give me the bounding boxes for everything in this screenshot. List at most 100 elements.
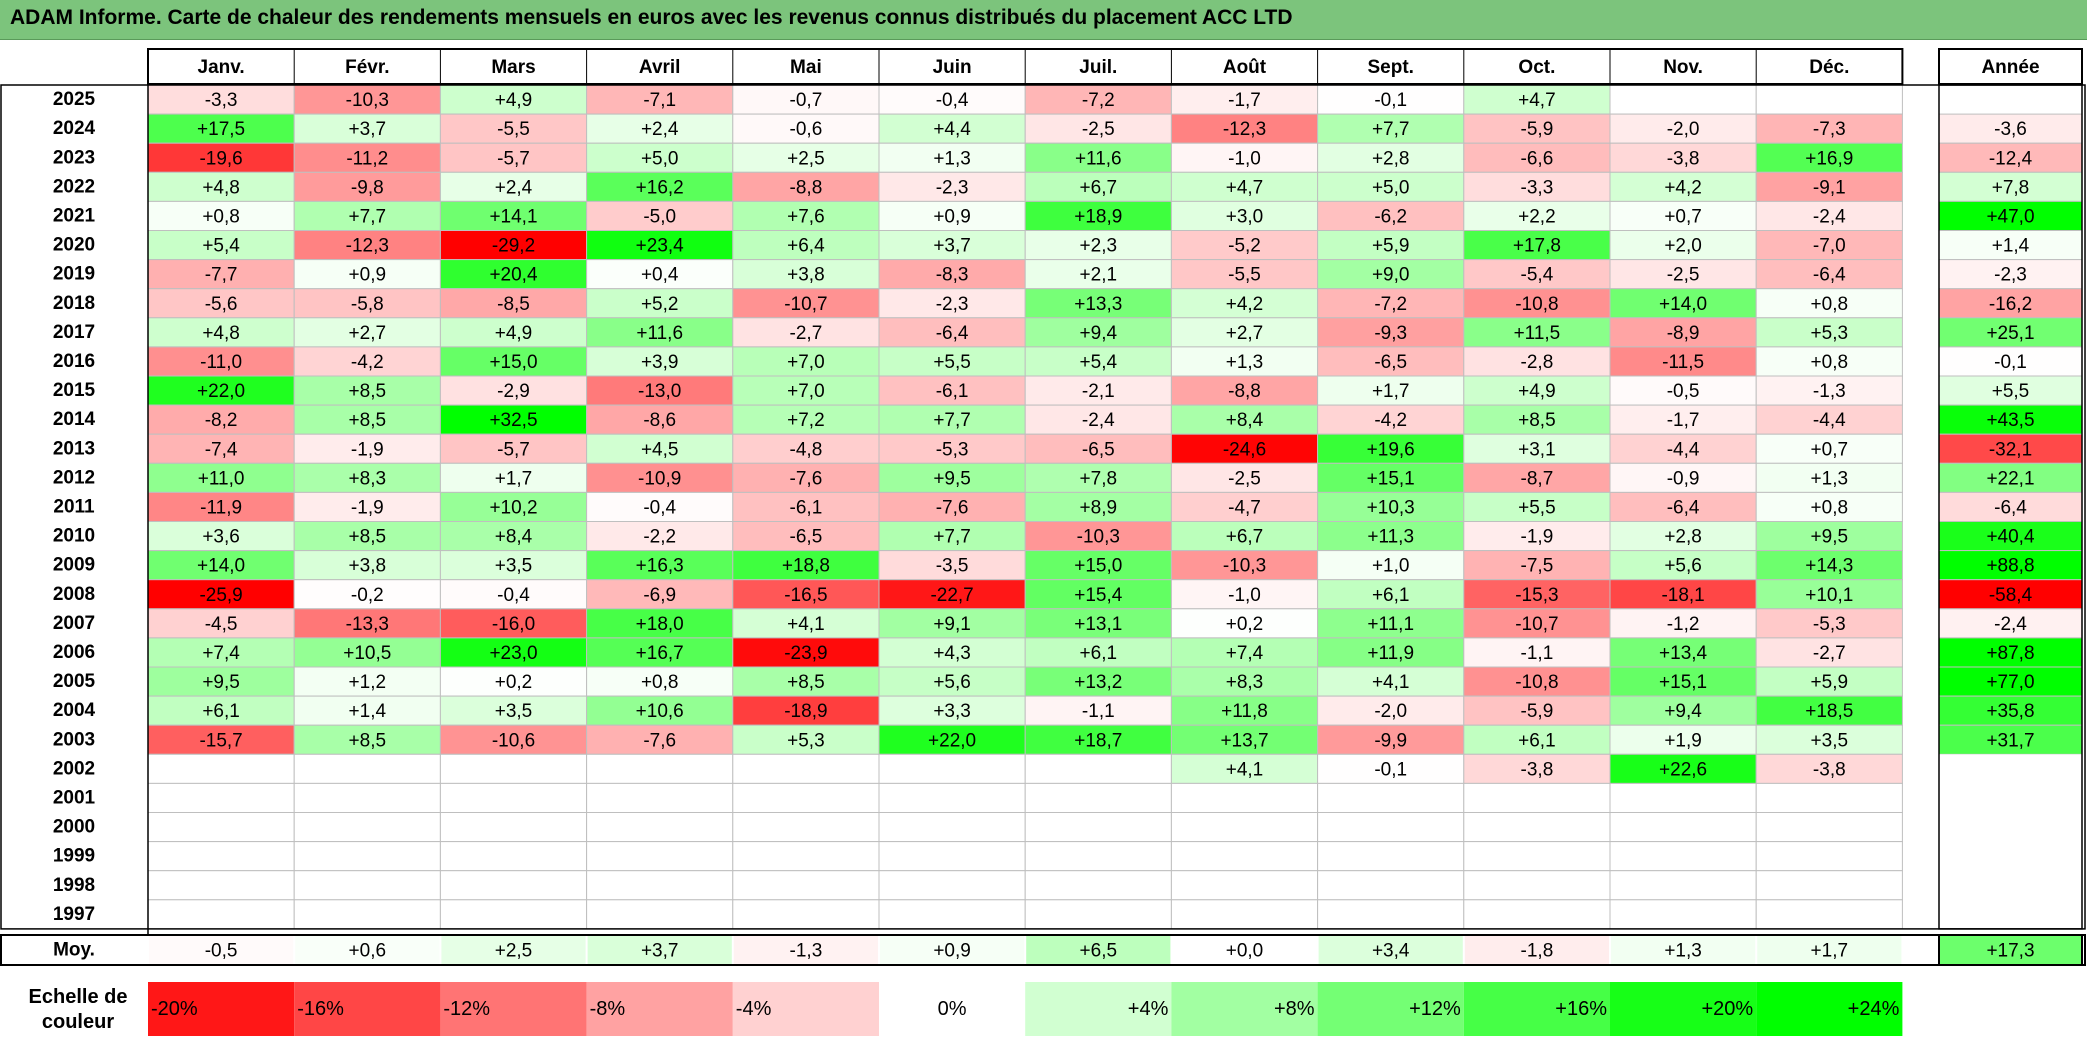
- cell-value: -11,2: [346, 148, 388, 169]
- heatmap-cell: [1024, 870, 1172, 901]
- heatmap-cell: [293, 666, 441, 697]
- heatmap-cell: [439, 637, 588, 668]
- heatmap-cell: [878, 724, 1026, 755]
- cell-value: +6,7: [1080, 177, 1118, 198]
- cell-value: +7,6: [787, 206, 825, 227]
- cell-value: +0,2: [1226, 614, 1264, 635]
- average-cell: [1318, 936, 1463, 964]
- cell-value: +7,2: [787, 410, 825, 431]
- cell-value: +1,3: [1811, 468, 1849, 489]
- heatmap-cell: [1755, 753, 1903, 784]
- cell-value: -7,1: [643, 90, 676, 111]
- cell-value: +3,1: [1518, 439, 1556, 460]
- heatmap-cell: [1024, 841, 1172, 872]
- cell-value: -6,9: [643, 585, 676, 606]
- cell-value: -3,8: [1521, 759, 1554, 780]
- heatmap-cell: [1024, 346, 1172, 377]
- annual-cell: [1939, 754, 2082, 784]
- heatmap-cell: [878, 346, 1026, 377]
- cell-value: +0,7: [1811, 439, 1849, 460]
- heatmap-cell: [293, 870, 441, 901]
- heatmap-cell: [1317, 812, 1465, 843]
- heatmap-cell: [586, 870, 734, 901]
- year-label: 2002: [53, 758, 95, 779]
- heatmap-cell: [439, 113, 588, 144]
- average-value: +3,7: [641, 941, 679, 962]
- cell-value: -12,3: [1223, 119, 1266, 140]
- scale-label: -20%: [151, 998, 198, 1020]
- cell-value: +4,4: [933, 119, 971, 140]
- cell-value: +5,0: [1372, 177, 1410, 198]
- annual-value: +47,0: [1986, 206, 2034, 227]
- heatmap-cell: [1755, 579, 1903, 610]
- cell-value: -2,4: [1813, 206, 1846, 227]
- cell-value: +5,5: [1518, 497, 1556, 518]
- annual-cell: [1939, 870, 2082, 900]
- cell-value: +5,3: [1811, 323, 1849, 344]
- annual-value: -2,3: [1994, 265, 2027, 286]
- heatmap-cell: [439, 404, 588, 435]
- year-label: 2019: [53, 264, 95, 285]
- cell-value: -23,9: [784, 643, 827, 664]
- heatmap-cell: [1170, 579, 1319, 610]
- heatmap-cell: [1755, 782, 1903, 814]
- cell-value: +2,4: [641, 119, 679, 140]
- year-label: 1998: [53, 875, 95, 896]
- cell-value: -6,1: [936, 381, 969, 402]
- heatmap-cell: [1170, 666, 1319, 697]
- year-label: 2024: [53, 118, 96, 139]
- heatmap-cell: [439, 521, 588, 552]
- heatmap-cell: [147, 491, 295, 522]
- heatmap-cell: [1024, 608, 1172, 639]
- cell-value: -10,8: [1515, 672, 1558, 693]
- heatmap-cell: [1463, 753, 1611, 784]
- scale-label: -12%: [443, 998, 490, 1020]
- cell-value: +18,9: [1074, 206, 1122, 227]
- cell-value: +10,6: [636, 701, 684, 722]
- cell-value: -9,8: [351, 177, 384, 198]
- heatmap-cell: [1609, 288, 1757, 319]
- cell-value: +0,8: [641, 672, 679, 693]
- cell-value: +3,8: [787, 265, 825, 286]
- heatmap-cell: [878, 666, 1026, 697]
- heatmap-cell: [1755, 899, 1903, 930]
- month-header-4: Avril: [639, 57, 681, 78]
- heatmap-cell: [732, 782, 880, 814]
- heatmap-cell: [878, 899, 1026, 930]
- heatmap-cell: [439, 782, 588, 814]
- heatmap-cell: [439, 317, 588, 348]
- cell-value: -8,9: [1667, 323, 1700, 344]
- year-label: 2005: [53, 671, 96, 692]
- heatmap-cell: [732, 171, 880, 202]
- heatmap-cell: [1170, 870, 1319, 901]
- scale-swatch: [1171, 982, 1318, 1036]
- cell-value: -8,5: [497, 294, 530, 315]
- heatmap-cell: [147, 288, 295, 319]
- cell-value: +9,4: [1664, 701, 1702, 722]
- cell-value: +15,1: [1659, 672, 1707, 693]
- heatmap-cell: [732, 753, 880, 784]
- cell-value: +7,4: [1226, 643, 1264, 664]
- heatmap-cell: [586, 113, 734, 144]
- heatmap-cell: [878, 870, 1026, 901]
- cell-value: +2,7: [1226, 323, 1264, 344]
- heatmap-cell: [1024, 288, 1172, 319]
- heatmap-cell: [293, 608, 441, 639]
- average-annual-value: +17,3: [1986, 941, 2034, 962]
- month-header-11: Nov.: [1663, 57, 1703, 78]
- heatmap-cell: [732, 491, 880, 522]
- average-cell: [1026, 936, 1171, 964]
- heatmap-cell: [586, 200, 734, 231]
- cell-value: -6,4: [1667, 497, 1700, 518]
- heatmap-cell: [1755, 375, 1903, 406]
- cell-value: +20,4: [489, 265, 538, 286]
- heatmap-cell: [1463, 433, 1611, 464]
- cell-value: -0,4: [643, 497, 676, 518]
- average-value: +2,5: [495, 941, 533, 962]
- heatmap-cell: [586, 637, 734, 668]
- average-cell: [1172, 936, 1317, 964]
- cell-value: +11,8: [1221, 701, 1268, 722]
- cell-value: +8,5: [787, 672, 825, 693]
- cell-value: +6,1: [1080, 643, 1118, 664]
- heatmap-cell: [1463, 841, 1611, 872]
